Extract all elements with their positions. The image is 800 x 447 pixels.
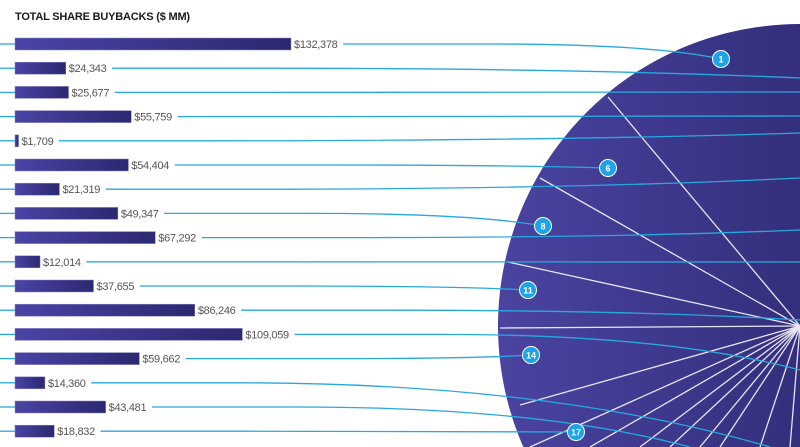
pie-slice-divider [539, 177, 800, 327]
bar-value-label: $86,246 [198, 305, 236, 317]
pie-badge [534, 217, 552, 235]
leader-line [100, 430, 577, 433]
leader-line [112, 67, 800, 79]
pie-slice-divider [789, 325, 800, 447]
bar [14, 37, 292, 51]
bar [14, 86, 69, 99]
pie-slice-divider [519, 325, 800, 406]
pie-slice-divider [589, 325, 800, 447]
bar [14, 376, 46, 390]
bar [14, 303, 196, 317]
bar [14, 352, 140, 365]
bar [14, 231, 156, 244]
bar-value-label: $54,404 [131, 160, 169, 172]
bar-value-label: $67,292 [158, 233, 196, 245]
bar-value-label: $12,014 [43, 257, 81, 269]
bar [14, 255, 41, 269]
bar [14, 328, 243, 341]
bar-value-label: $49,347 [121, 208, 159, 220]
bar [14, 61, 67, 75]
bar [14, 400, 106, 414]
pie-badge-label: 8 [540, 222, 545, 232]
bar-value-label: $24,343 [69, 63, 107, 75]
leader-line [294, 333, 800, 371]
leader-line [241, 309, 800, 321]
chart-title: TOTAL SHARE BUYBACKS ($ MM) [15, 11, 190, 23]
bar-value-label: $1,709 [22, 136, 54, 148]
pie-badge-label: 11 [523, 286, 533, 296]
leader-line [151, 406, 691, 447]
bar-value-label: $132,378 [294, 39, 338, 51]
pie-chart [498, 24, 800, 447]
pie-slice-divider [507, 261, 800, 327]
bar-value-label: $55,759 [134, 112, 172, 124]
bar [14, 182, 60, 196]
leader-line [164, 212, 544, 227]
bar-value-label: $109,059 [245, 329, 289, 341]
pie-slice-divider [607, 96, 800, 327]
bar-value-label: $14,360 [48, 378, 86, 390]
pie-badge-label: 17 [571, 428, 581, 438]
pie-slice-divider [719, 325, 800, 447]
pie-slice-divider [499, 325, 800, 329]
bar [14, 424, 55, 438]
bar [14, 134, 19, 148]
leader-line [91, 382, 771, 447]
leader-line [174, 164, 609, 169]
pie-badge-label: 1 [718, 55, 723, 65]
bar-value-label: $25,677 [72, 87, 110, 99]
pie-badge [519, 281, 537, 299]
pie-slice-divider [699, 325, 800, 447]
pie-badge [567, 423, 585, 441]
pie-badge-label: 14 [526, 351, 536, 361]
bar-value-label: $43,481 [109, 402, 147, 414]
pie-slice-divider [639, 325, 800, 447]
leader-line [343, 43, 722, 60]
leader-line [185, 354, 532, 360]
bar [14, 279, 94, 293]
pie-badge-label: 6 [605, 164, 610, 174]
bar [14, 158, 129, 172]
pie-slice-divider [759, 325, 800, 447]
leader-line [139, 285, 529, 291]
bar-value-label: $18,832 [57, 426, 95, 438]
bar-value-label: $37,655 [97, 281, 135, 293]
bar-value-label: $59,662 [142, 354, 180, 366]
leader-line [58, 132, 800, 142]
leader-line [201, 229, 800, 239]
pie-badge [522, 346, 540, 364]
pie-badge [599, 159, 617, 177]
bar [14, 110, 132, 123]
bar [14, 207, 119, 220]
leader-line [177, 115, 800, 118]
pie-badge [712, 50, 730, 68]
leader-line [105, 177, 800, 190]
bar-value-label: $21,319 [62, 184, 100, 196]
